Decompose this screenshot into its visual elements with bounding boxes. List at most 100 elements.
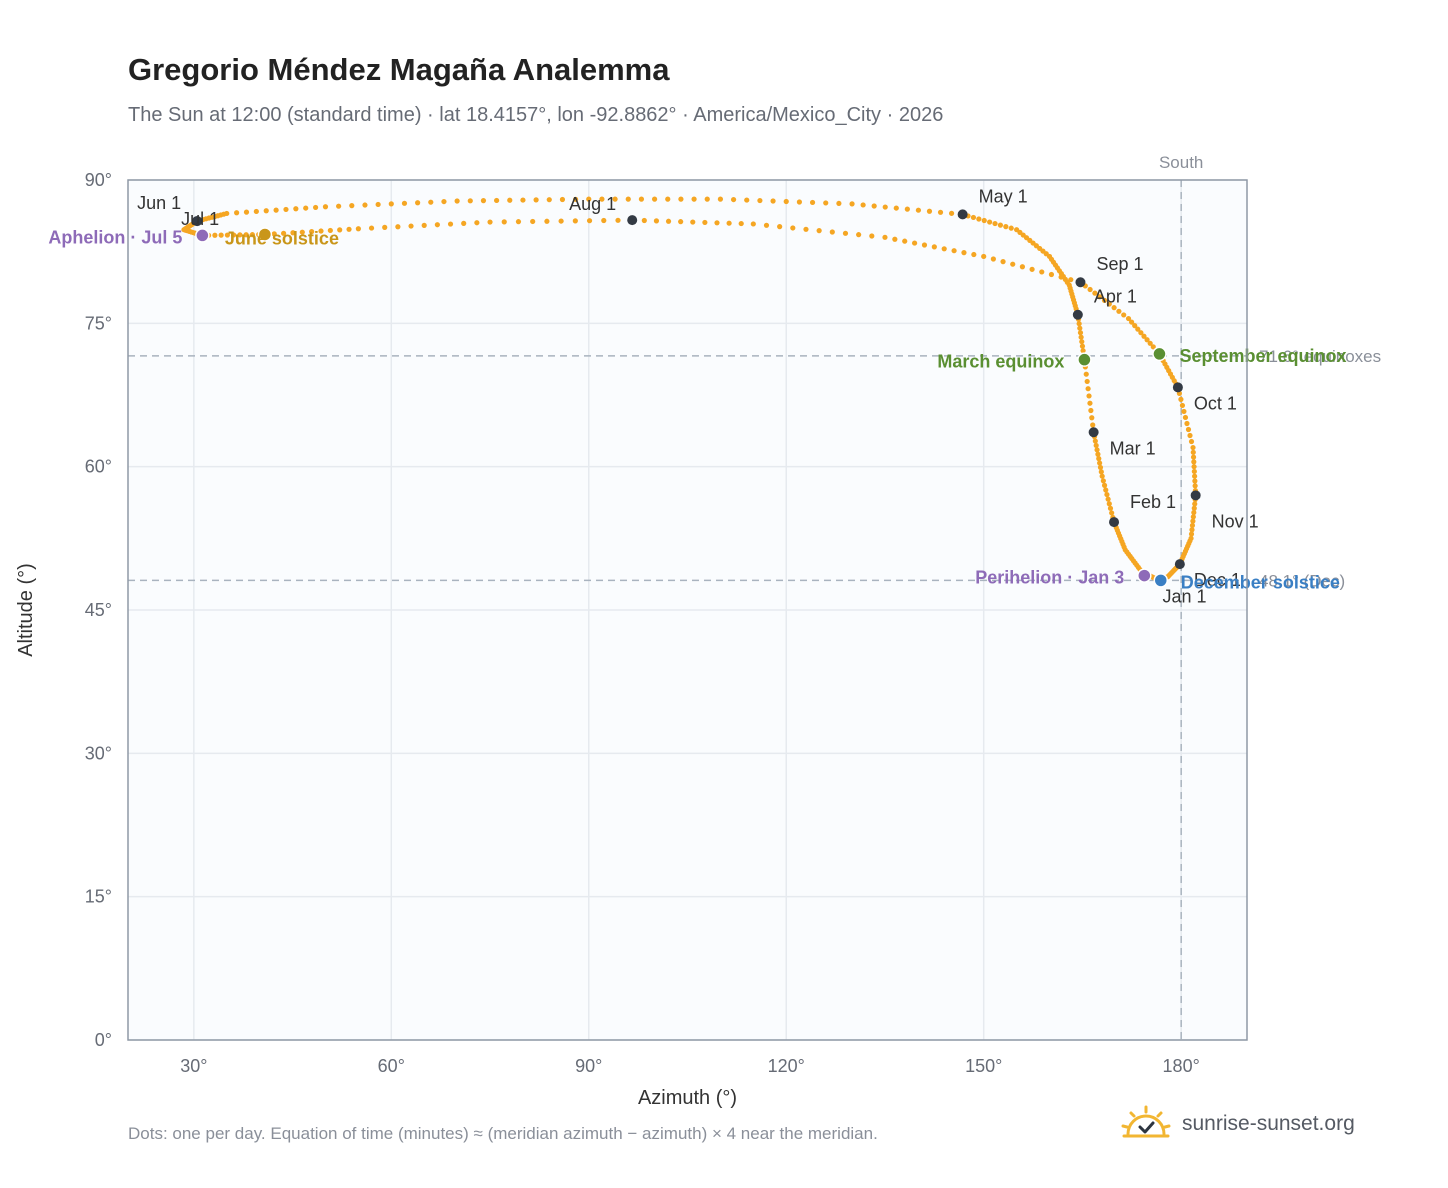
daily-sun-dot — [1080, 348, 1086, 354]
reference-line-label: 71.6° equinoxes — [1259, 347, 1381, 366]
daily-sun-dot — [1144, 337, 1150, 343]
month-marker-label: May 1 — [979, 186, 1028, 206]
daily-sun-dot — [355, 226, 361, 232]
daily-sun-dot — [401, 200, 408, 206]
special-point-label: December solstice — [1181, 572, 1340, 592]
daily-sun-dot — [1187, 432, 1193, 439]
daily-sun-dot — [915, 207, 922, 213]
daily-sun-dot — [1092, 290, 1098, 296]
daily-sun-dot — [869, 233, 875, 239]
daily-sun-dot — [948, 210, 955, 216]
daily-sun-dot — [441, 198, 447, 205]
daily-sun-dot — [1129, 319, 1135, 325]
daily-sun-dot — [997, 222, 1004, 228]
daily-sun-dot — [726, 220, 732, 226]
special-point-label: September equinox — [1179, 346, 1346, 366]
x-tick-label: 60° — [378, 1056, 405, 1076]
month-marker-label: Feb 1 — [1130, 492, 1176, 512]
daily-sun-dot — [1010, 261, 1016, 267]
daily-sun-dot — [992, 220, 998, 227]
daily-sun-dot — [1141, 333, 1147, 339]
daily-sun-dot — [1095, 451, 1101, 457]
month-marker-dot — [1172, 382, 1183, 393]
daily-sun-dot — [1078, 334, 1084, 340]
special-point-label: Perihelion · Jan 3 — [975, 568, 1124, 588]
daily-sun-dot — [1109, 510, 1115, 516]
daily-sun-dot — [494, 197, 500, 204]
daily-sun-dot — [829, 229, 835, 235]
daily-sun-dot — [1048, 271, 1055, 278]
daily-sun-dot — [1087, 286, 1093, 293]
daily-sun-dot — [971, 251, 977, 258]
daily-sun-dot — [461, 220, 467, 226]
daily-sun-dot — [368, 225, 375, 231]
daily-sun-dot — [212, 232, 218, 238]
daily-sun-dot — [237, 232, 243, 238]
x-axis-ticks: 30° 60° 90° 120° 150° 180° — [180, 1056, 1200, 1076]
daily-sun-dot — [1105, 496, 1111, 502]
daily-sun-dot — [546, 197, 552, 203]
daily-sun-dot — [1014, 227, 1020, 233]
daily-sun-dot — [970, 214, 977, 221]
daily-sun-dot — [987, 219, 993, 225]
daily-sun-dot — [467, 198, 473, 204]
y-tick-label: 60° — [85, 457, 112, 477]
daily-sun-dot — [849, 201, 855, 207]
daily-sun-dot — [1058, 274, 1064, 280]
special-point-dot — [257, 227, 273, 242]
month-marker-dot — [957, 209, 968, 220]
daily-sun-dot — [651, 196, 658, 202]
daily-sun-dot — [763, 222, 770, 228]
daily-sun-dot — [990, 256, 996, 262]
daily-sun-dot — [1191, 459, 1197, 465]
daily-sun-dot — [375, 201, 381, 208]
chart-subtitle: The Sun at 12:00 (standard time) · lat 1… — [128, 104, 944, 126]
daily-sun-dot — [1138, 330, 1144, 336]
daily-sun-dot — [750, 221, 756, 227]
y-tick-label: 30° — [85, 743, 112, 763]
daily-sun-dot — [1132, 323, 1138, 329]
daily-sun-dot — [921, 242, 928, 248]
daily-sun-dot — [1085, 386, 1091, 392]
y-tick-label: 45° — [85, 600, 112, 620]
daily-sun-dot — [501, 219, 507, 225]
daily-sun-dot — [1076, 321, 1082, 327]
x-axis-title: Azimuth (°) — [638, 1087, 737, 1109]
month-marker-label: Nov 1 — [1212, 511, 1259, 531]
daily-sun-dot — [1086, 393, 1092, 399]
south-label: South — [1159, 153, 1203, 172]
daily-sun-dot — [690, 219, 696, 225]
daily-sun-dot — [981, 217, 987, 224]
daily-sun-dot — [362, 202, 368, 208]
daily-sun-dot — [1189, 522, 1196, 529]
reference-line-label: 48.1° (Dec) — [1259, 571, 1345, 590]
month-marker-label: Oct 1 — [1194, 393, 1237, 413]
daily-sun-dot — [388, 201, 394, 207]
daily-sun-dot — [1192, 478, 1198, 484]
daily-sun-dot — [395, 224, 401, 230]
brand-logo[interactable]: sunrise-sunset.org — [1120, 1104, 1355, 1144]
month-marker-label: Jan 1 — [1162, 586, 1206, 606]
daily-sun-dot — [1178, 396, 1184, 402]
daily-sun-dot — [770, 198, 776, 204]
daily-sun-dot — [882, 204, 888, 210]
daily-sun-dot — [941, 246, 947, 252]
special-point-dot — [1077, 352, 1092, 367]
daily-sun-dot — [790, 225, 796, 231]
daily-sun-dot — [318, 228, 324, 234]
daily-sun-dot — [926, 208, 933, 214]
daily-sun-dot — [1079, 343, 1086, 349]
daily-sun-dot — [544, 218, 550, 224]
daily-sun-dot — [1188, 438, 1195, 445]
y-axis-title: Altitude (°) — [15, 563, 37, 657]
daily-sun-dot — [224, 232, 230, 238]
daily-sun-dot — [487, 219, 493, 225]
daily-sun-dot — [1185, 426, 1192, 433]
daily-sun-dot — [1179, 402, 1186, 409]
daily-sun-dot — [653, 218, 660, 224]
daily-sun-dot — [951, 248, 957, 254]
daily-sun-dot — [283, 206, 289, 213]
daily-sun-dot — [892, 236, 898, 242]
daily-sun-dot — [823, 200, 829, 206]
daily-sun-dot — [1190, 449, 1196, 455]
